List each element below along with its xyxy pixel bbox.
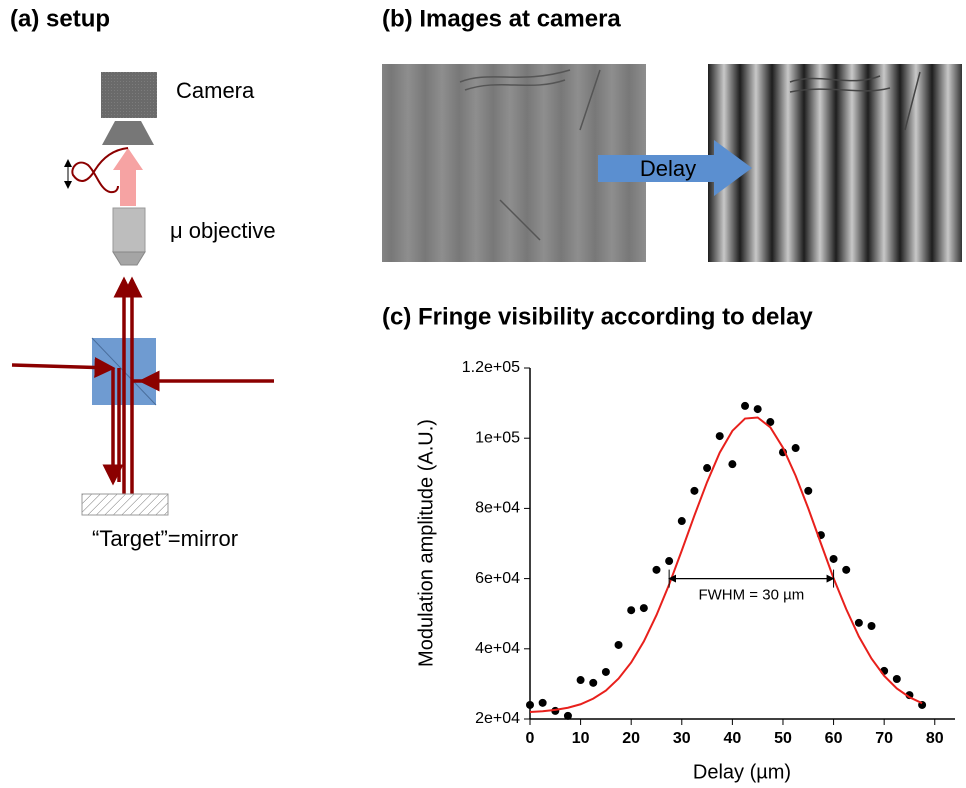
light-arrow — [113, 148, 143, 206]
data-point — [577, 676, 585, 684]
data-point — [602, 668, 610, 676]
data-point — [539, 699, 547, 707]
x-tick-label: 40 — [723, 730, 741, 747]
data-point — [842, 566, 850, 574]
x-tick-label: 80 — [926, 730, 944, 747]
delay-label: Delay — [640, 156, 696, 181]
x-tick-label: 70 — [875, 730, 893, 747]
x-axis-label: Delay (µm) — [693, 761, 791, 783]
data-point — [564, 712, 572, 720]
wave — [72, 148, 128, 192]
data-point — [741, 402, 749, 410]
y-tick-label: 1.2e+05 — [462, 359, 520, 376]
objective — [113, 208, 145, 252]
data-point — [589, 679, 597, 687]
mirror-label: “Target”=mirror — [92, 526, 238, 551]
data-point — [627, 606, 635, 614]
data-point — [893, 675, 901, 683]
y-tick-label: 4e+04 — [475, 640, 520, 657]
panel-title: (b) Images at camera — [382, 5, 621, 32]
y-tick-label: 6e+04 — [475, 570, 520, 587]
figure: (a) setup Camera μ objective “Target”=mi… — [0, 0, 966, 788]
data-point — [665, 557, 673, 565]
x-tick-label: 60 — [825, 730, 843, 747]
data-point — [830, 555, 838, 563]
data-point — [526, 701, 534, 709]
mirror — [82, 494, 168, 515]
x-tick-label: 10 — [572, 730, 590, 747]
camera-label: Camera — [176, 78, 255, 103]
objective-label: μ objective — [170, 218, 276, 243]
camera-image — [708, 64, 962, 262]
data-point — [690, 487, 698, 495]
annotation: FWHM = 30 µm — [698, 587, 804, 604]
camera-lens — [102, 121, 154, 145]
data-point — [754, 405, 762, 413]
data-point — [652, 566, 660, 574]
data-point — [615, 641, 623, 649]
data-point — [792, 444, 800, 452]
data-point — [728, 460, 736, 468]
chart-title: (c) Fringe visibility according to delay — [382, 303, 813, 330]
objective-tip — [113, 252, 145, 265]
data-point — [804, 487, 812, 495]
data-point — [868, 622, 876, 630]
fit-line — [530, 417, 922, 711]
x-tick-label: 0 — [526, 730, 535, 747]
x-tick-label: 30 — [673, 730, 691, 747]
data-point — [678, 517, 686, 525]
y-axis-label: Modulation amplitude (A.U.) — [415, 419, 437, 667]
y-tick-label: 1e+05 — [475, 429, 520, 446]
data-point — [855, 619, 863, 627]
data-point — [716, 432, 724, 440]
y-tick-label: 2e+04 — [475, 710, 520, 727]
x-tick-label: 50 — [774, 730, 792, 747]
y-tick-label: 8e+04 — [475, 500, 520, 517]
camera-body — [101, 72, 157, 118]
x-tick-label: 20 — [622, 730, 640, 747]
data-point — [640, 604, 648, 612]
panel-title: (a) setup — [10, 5, 110, 32]
data-point — [703, 464, 711, 472]
